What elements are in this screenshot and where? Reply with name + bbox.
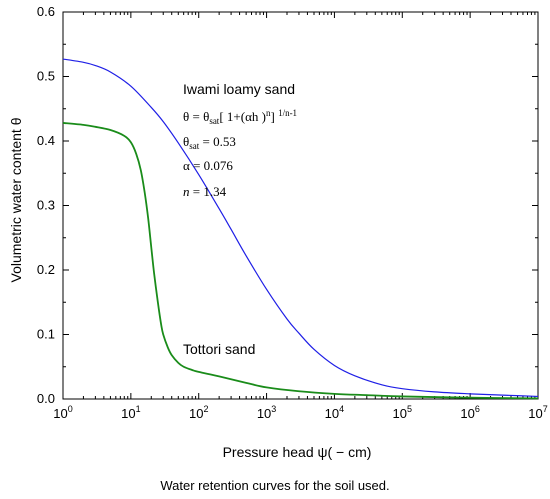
- series-line-iwami-loamy-sand: [62, 58, 539, 398]
- plot-frame: [62, 11, 539, 400]
- retention-formula: θ = θsat[ 1+(αh )n] 1/n-1: [183, 108, 297, 126]
- series-label-iwami: Iwami loamy sand: [183, 81, 295, 97]
- x-tick-label: 107: [528, 404, 547, 421]
- y-tick-label: 0.2: [37, 262, 55, 277]
- series-label-tottori: Tottori sand: [183, 341, 255, 357]
- y-tick-label: 0.1: [37, 327, 55, 342]
- x-tick-label: 105: [393, 404, 412, 421]
- y-tick-label: 0.3: [37, 198, 55, 213]
- alpha-value: α = 0.076: [183, 158, 233, 173]
- y-axis-label: Volumetric water content θ: [8, 117, 24, 282]
- y-tick-label: 0.4: [37, 133, 55, 148]
- x-tick-label: 102: [189, 404, 208, 421]
- series-line-tottori-sand: [62, 122, 539, 400]
- x-tick-label: 100: [53, 404, 72, 421]
- x-tick-label: 103: [257, 404, 276, 421]
- x-tick-label: 104: [325, 404, 344, 421]
- axis-ticks: 0.0 0.1 0.2 0.3 0.4 0.5 0.6 100 101 102 103 104 105 1…: [37, 4, 548, 421]
- x-axis-label: Pressure head ψ( − cm): [223, 444, 372, 460]
- figure-caption: Water retention curves for the soil used…: [160, 478, 390, 493]
- y-tick-label: 0.6: [37, 4, 55, 19]
- x-tick-label: 101: [121, 404, 140, 421]
- y-tick-label: 0.5: [37, 69, 55, 84]
- data-curves: [62, 58, 539, 400]
- theta-sat-value: θsat = 0.53: [183, 134, 236, 151]
- n-value: n = 1.34: [183, 184, 227, 199]
- y-tick-label: 0.0: [37, 391, 55, 406]
- x-tick-label: 106: [460, 404, 479, 421]
